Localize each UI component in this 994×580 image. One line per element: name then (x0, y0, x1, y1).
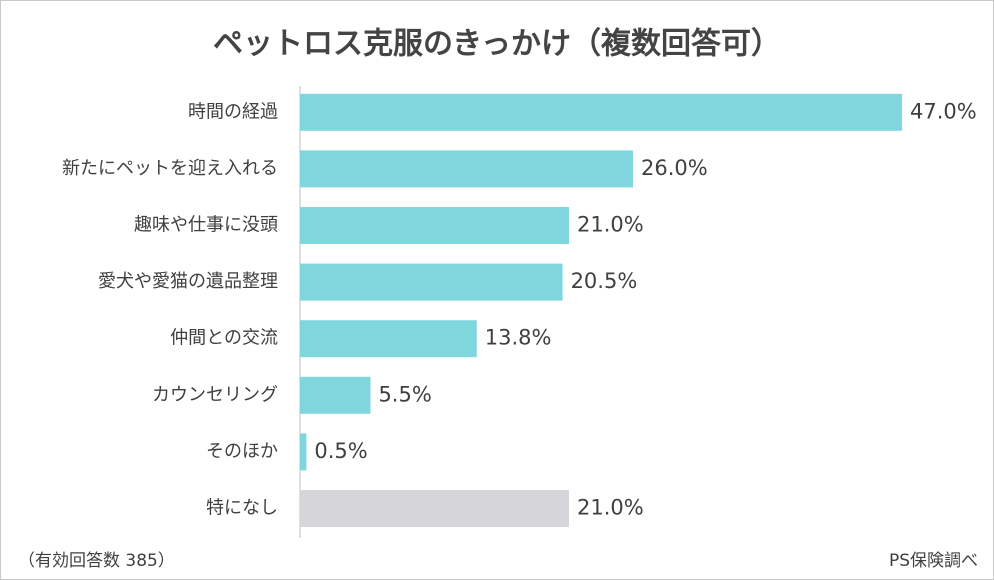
bar (300, 376, 371, 414)
category-label: カウンセリング (152, 384, 278, 405)
value-label: 20.5% (571, 269, 638, 293)
value-label: 21.0% (577, 213, 644, 237)
note: （有効回答数 385） (18, 551, 175, 571)
source: PS保険調べ (889, 551, 978, 571)
bar (300, 150, 634, 188)
category-label: 愛犬や愛猫の遺品整理 (98, 271, 278, 292)
bar (300, 320, 477, 358)
category-label: そのほか (206, 441, 278, 462)
value-label: 5.5% (378, 382, 431, 406)
bar (300, 433, 307, 471)
bar (300, 207, 569, 244)
value-label: 47.0% (910, 99, 977, 123)
bar (300, 263, 563, 301)
category-label: 趣味や仕事に没頭 (134, 215, 278, 236)
value-label: 21.0% (577, 496, 644, 520)
chart-title: ペットロス克服のきっかけ（複数回答可） (213, 27, 781, 62)
category-label: 特になし (206, 498, 278, 519)
category-label: 時間の経過 (188, 101, 278, 122)
value-label: 13.8% (485, 326, 552, 350)
category-label: 新たにペットを迎え入れる (62, 158, 278, 179)
bar (300, 93, 902, 131)
value-label: 26.0% (641, 156, 708, 180)
bar (300, 490, 569, 527)
value-label: 0.5% (314, 439, 367, 463)
category-label: 仲間との交流 (170, 328, 278, 349)
